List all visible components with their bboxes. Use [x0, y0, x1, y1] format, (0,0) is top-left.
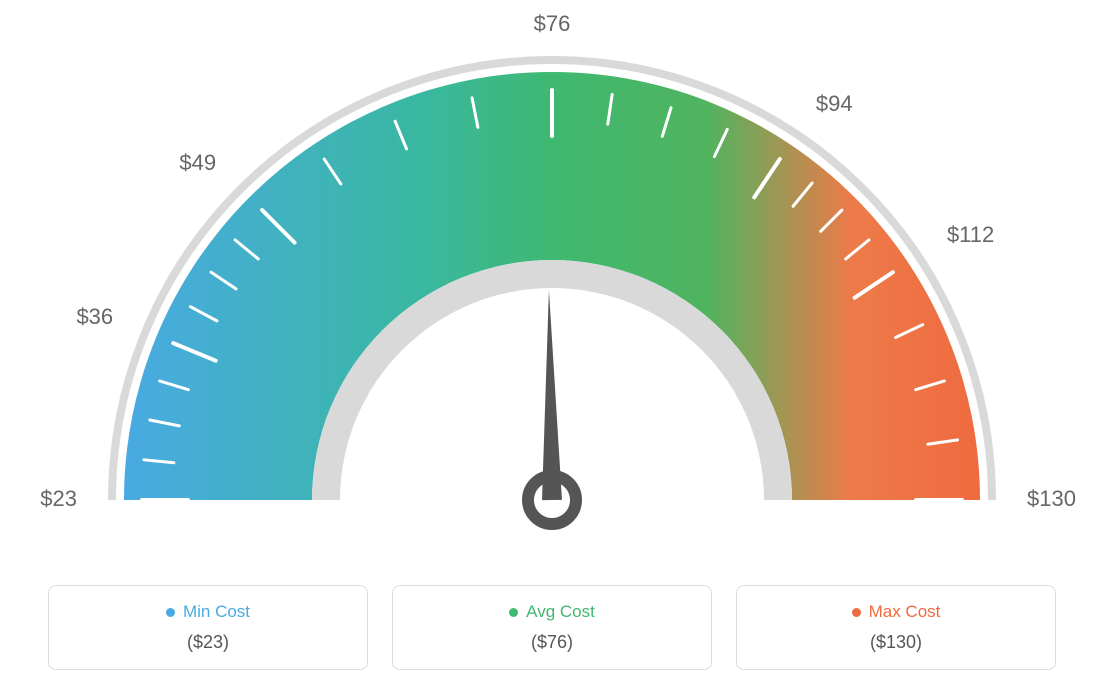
svg-text:$76: $76	[534, 11, 571, 36]
legend-item-min: Min Cost ($23)	[48, 585, 368, 670]
legend-max-label: Max Cost	[869, 602, 941, 622]
gauge-svg: $23 $36 $49 $76 $94 $112 $130	[0, 0, 1104, 560]
dot-icon	[166, 608, 175, 617]
svg-text:$94: $94	[816, 91, 853, 116]
svg-text:$23: $23	[40, 486, 77, 511]
legend-max-value: ($130)	[747, 632, 1045, 653]
legend-max-title: Max Cost	[852, 602, 941, 622]
legend-min-value: ($23)	[59, 632, 357, 653]
legend-avg-title: Avg Cost	[509, 602, 595, 622]
legend-item-avg: Avg Cost ($76)	[392, 585, 712, 670]
legend-avg-value: ($76)	[403, 632, 701, 653]
dot-icon	[509, 608, 518, 617]
dot-icon	[852, 608, 861, 617]
legend: Min Cost ($23) Avg Cost ($76) Max Cost (…	[0, 585, 1104, 670]
svg-text:$49: $49	[179, 150, 216, 175]
legend-min-title: Min Cost	[166, 602, 250, 622]
gauge-chart: $23 $36 $49 $76 $94 $112 $130	[0, 0, 1104, 560]
svg-text:$36: $36	[76, 304, 113, 329]
legend-avg-label: Avg Cost	[526, 602, 595, 622]
svg-text:$112: $112	[947, 222, 994, 247]
legend-min-label: Min Cost	[183, 602, 250, 622]
legend-item-max: Max Cost ($130)	[736, 585, 1056, 670]
svg-text:$130: $130	[1027, 486, 1076, 511]
